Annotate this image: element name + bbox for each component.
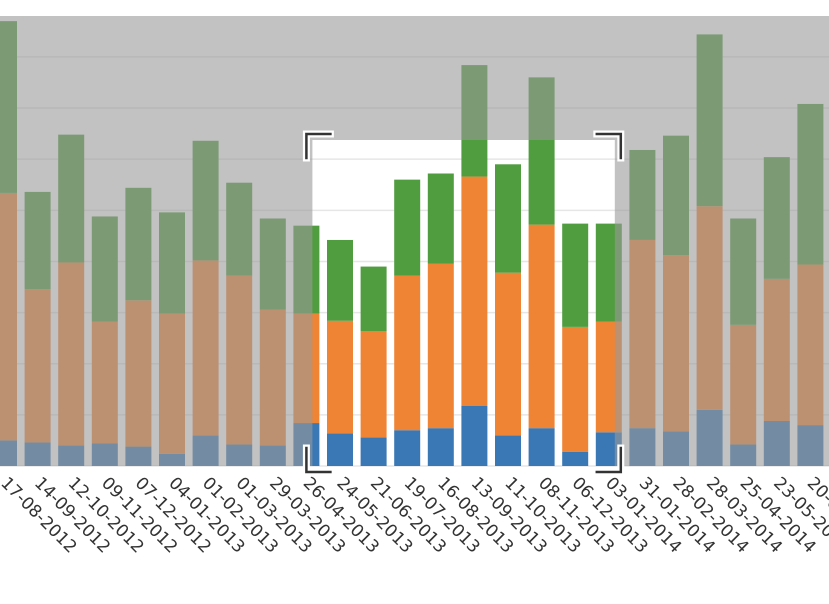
bar-segment-2	[427, 263, 454, 429]
bar-segment-2	[528, 224, 555, 429]
selection-corner-handle-top-right[interactable]	[595, 132, 623, 160]
bar-segment-3	[495, 164, 521, 273]
bar-segment-3	[427, 173, 454, 264]
dim-overlay	[0, 16, 829, 466]
bar-segment-1	[562, 451, 589, 466]
bar-segment-3	[327, 239, 353, 321]
selection-corner-handle-bottom-right[interactable]	[595, 446, 623, 474]
bar-segment-1	[528, 428, 555, 466]
dim-region-right	[614, 140, 829, 466]
bar-segment-3	[360, 266, 387, 331]
dim-region-left	[0, 140, 313, 466]
x-axis-tick-labels: 17-08-201214-09-201212-10-201209-11-2012…	[0, 473, 829, 557]
bar-segment-1	[461, 405, 488, 466]
bar-segment-2	[461, 176, 488, 406]
bar-segment-2	[327, 320, 353, 434]
bar-segment-2	[495, 272, 521, 436]
bar-segment-1	[394, 430, 421, 466]
bar-segment-3	[562, 223, 589, 327]
selection-corner-handle-bottom-left[interactable]	[305, 446, 332, 474]
bar-segment-3	[394, 179, 421, 276]
selection-corner-handle-top-left[interactable]	[305, 132, 332, 160]
bar-segment-2	[562, 326, 589, 452]
bar-segment-1	[495, 435, 521, 466]
bar-segment-1	[360, 437, 387, 466]
bar-segment-2	[360, 331, 387, 438]
zoom-selection[interactable]	[302, 130, 625, 476]
bar-segment-1	[427, 428, 454, 466]
bar-segment-1	[327, 433, 353, 466]
bar-segment-2	[394, 275, 421, 431]
dim-region-top	[0, 16, 829, 140]
